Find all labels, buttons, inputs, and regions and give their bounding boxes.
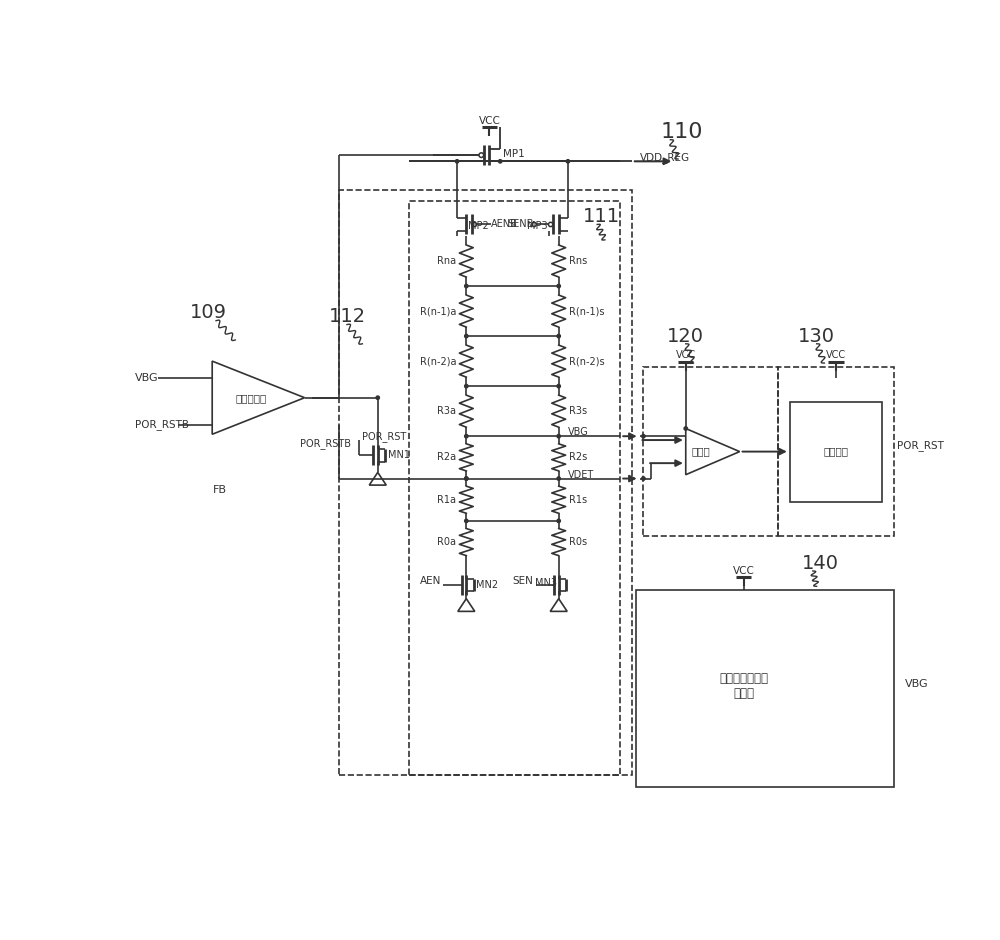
Text: VDD_REG: VDD_REG [640,152,690,163]
Text: POR_RSTB: POR_RSTB [135,419,189,431]
Circle shape [557,519,560,523]
Bar [636,590,894,787]
Bar [409,201,620,775]
Text: MN3: MN3 [535,578,557,588]
Text: Rns: Rns [569,256,587,266]
Text: R2a: R2a [437,452,456,462]
Text: VDET: VDET [568,470,594,479]
Text: VCC: VCC [676,351,696,360]
Text: VBG: VBG [905,679,929,689]
Circle shape [465,519,468,523]
Circle shape [465,335,468,337]
Text: MP2: MP2 [468,221,489,231]
Text: POR_RST: POR_RST [898,440,944,451]
Text: R(n-2)a: R(n-2)a [420,356,456,366]
Text: FB: FB [213,485,227,495]
Text: R2s: R2s [569,452,587,462]
Circle shape [642,434,645,438]
Text: MN1: MN1 [388,450,410,461]
Bar [778,367,894,537]
Bar [643,367,778,537]
Circle shape [557,335,560,337]
Circle shape [465,477,468,480]
Text: VCC: VCC [733,566,754,576]
Text: 运算放大器: 运算放大器 [235,393,266,402]
Text: 120: 120 [667,326,704,346]
Text: MP1: MP1 [503,149,525,159]
Circle shape [642,477,645,480]
Text: 112: 112 [328,307,366,326]
Text: VCC: VCC [826,351,846,360]
Circle shape [566,160,570,163]
Text: AENB: AENB [491,219,518,229]
Bar [339,190,632,775]
Circle shape [465,434,468,438]
Circle shape [557,434,560,438]
Text: R0a: R0a [437,537,456,547]
Text: R3a: R3a [437,406,456,416]
Circle shape [498,160,502,163]
Text: 滤波电路: 滤波电路 [823,446,848,457]
Text: MN2: MN2 [476,580,498,589]
Text: POR_RST: POR_RST [362,431,407,442]
Text: R3s: R3s [569,406,587,416]
Text: SEN: SEN [512,576,533,586]
Circle shape [684,427,687,431]
Circle shape [557,285,560,288]
Circle shape [455,160,459,163]
Text: R1s: R1s [569,494,587,505]
Circle shape [557,384,560,388]
Text: MP3: MP3 [527,221,547,231]
Bar [790,401,882,502]
Circle shape [465,285,468,288]
Text: 130: 130 [798,326,835,346]
Text: VCC: VCC [478,116,500,126]
Text: R(n-2)s: R(n-2)s [569,356,604,366]
Circle shape [465,384,468,388]
Circle shape [376,396,379,400]
Text: 140: 140 [802,554,839,572]
Text: 比较器: 比较器 [692,446,711,457]
Circle shape [465,477,468,480]
Text: R1a: R1a [437,494,456,505]
Text: 110: 110 [661,122,703,142]
Text: Rna: Rna [437,256,456,266]
Text: R0s: R0s [569,537,587,547]
Text: 111: 111 [582,207,620,227]
Text: 带隙基准电压产
生电路: 带隙基准电压产 生电路 [719,672,768,700]
Text: SENB: SENB [508,219,534,229]
Text: VBG: VBG [568,428,589,437]
Text: R(n-1)a: R(n-1)a [420,306,456,316]
Circle shape [557,477,560,480]
Text: VBG: VBG [135,373,159,384]
Text: AEN: AEN [420,576,441,586]
Text: R(n-1)s: R(n-1)s [569,306,604,316]
Text: POR_RSTB: POR_RSTB [300,438,351,449]
Text: 109: 109 [190,304,227,322]
